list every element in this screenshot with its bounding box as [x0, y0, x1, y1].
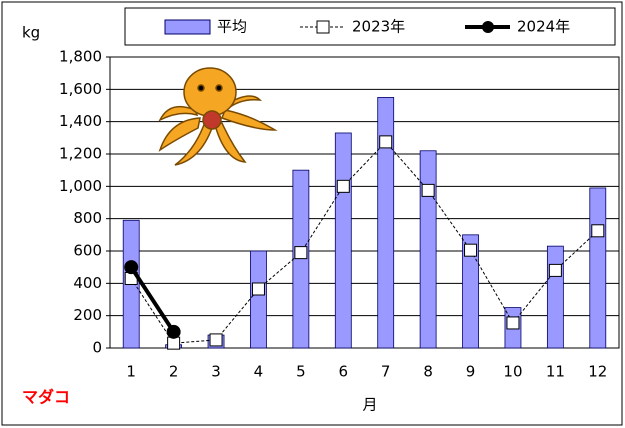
x-tick-label: 1 [126, 363, 136, 381]
legend-swatch [164, 19, 211, 35]
x-tick-label: 6 [339, 363, 349, 381]
legend-label: 平均 [217, 18, 247, 36]
bar [377, 97, 395, 349]
marker [209, 333, 223, 347]
line [129, 266, 176, 333]
x-tick-label: 11 [546, 363, 565, 381]
marker [294, 246, 308, 260]
marker [421, 183, 435, 197]
x-tick-label: 4 [254, 363, 264, 381]
y-tick-label: 1,800 [59, 48, 102, 66]
marker [124, 260, 139, 275]
legend-label: 2024年 [517, 18, 570, 36]
annotation: マダコ [22, 388, 70, 407]
line [130, 141, 599, 344]
bar [250, 250, 267, 349]
legend-label: 2023年 [352, 18, 405, 36]
marker [166, 324, 181, 339]
bar [589, 187, 607, 349]
y-tick-label: 400 [73, 274, 102, 292]
y-axis-label: kg [22, 24, 40, 42]
x-tick-label: 7 [381, 363, 391, 381]
y-tick-label: 0 [92, 339, 102, 357]
x-tick-label: 2 [169, 363, 179, 381]
x-tick-label: 9 [466, 363, 476, 381]
marker [336, 179, 350, 193]
y-tick-label: 1,200 [59, 145, 102, 163]
x-tick-label: 10 [503, 363, 522, 381]
y-tick-label: 200 [73, 306, 102, 324]
marker [167, 336, 181, 350]
marker [591, 224, 605, 238]
x-tick-label: 3 [211, 363, 221, 381]
bar [546, 245, 564, 349]
marker [379, 135, 393, 149]
y-tick-label: 600 [73, 242, 102, 260]
octopus-illustration [158, 67, 278, 166]
x-tick-label: 5 [296, 363, 306, 381]
y-tick-label: 1,400 [59, 112, 102, 130]
y-tick-label: 1,000 [59, 177, 102, 195]
marker [506, 316, 520, 330]
marker [251, 282, 265, 296]
x-tick-label: 8 [423, 363, 433, 381]
legend-marker [482, 21, 494, 33]
marker [464, 243, 478, 257]
y-tick-label: 800 [73, 209, 102, 227]
bar [462, 234, 479, 349]
bar [419, 150, 437, 349]
marker [548, 263, 562, 277]
bar [334, 132, 352, 349]
y-tick-label: 1,600 [59, 80, 102, 98]
legend-marker [316, 20, 330, 34]
x-axis-label: 月 [362, 396, 377, 414]
x-tick-label: 12 [588, 363, 607, 381]
